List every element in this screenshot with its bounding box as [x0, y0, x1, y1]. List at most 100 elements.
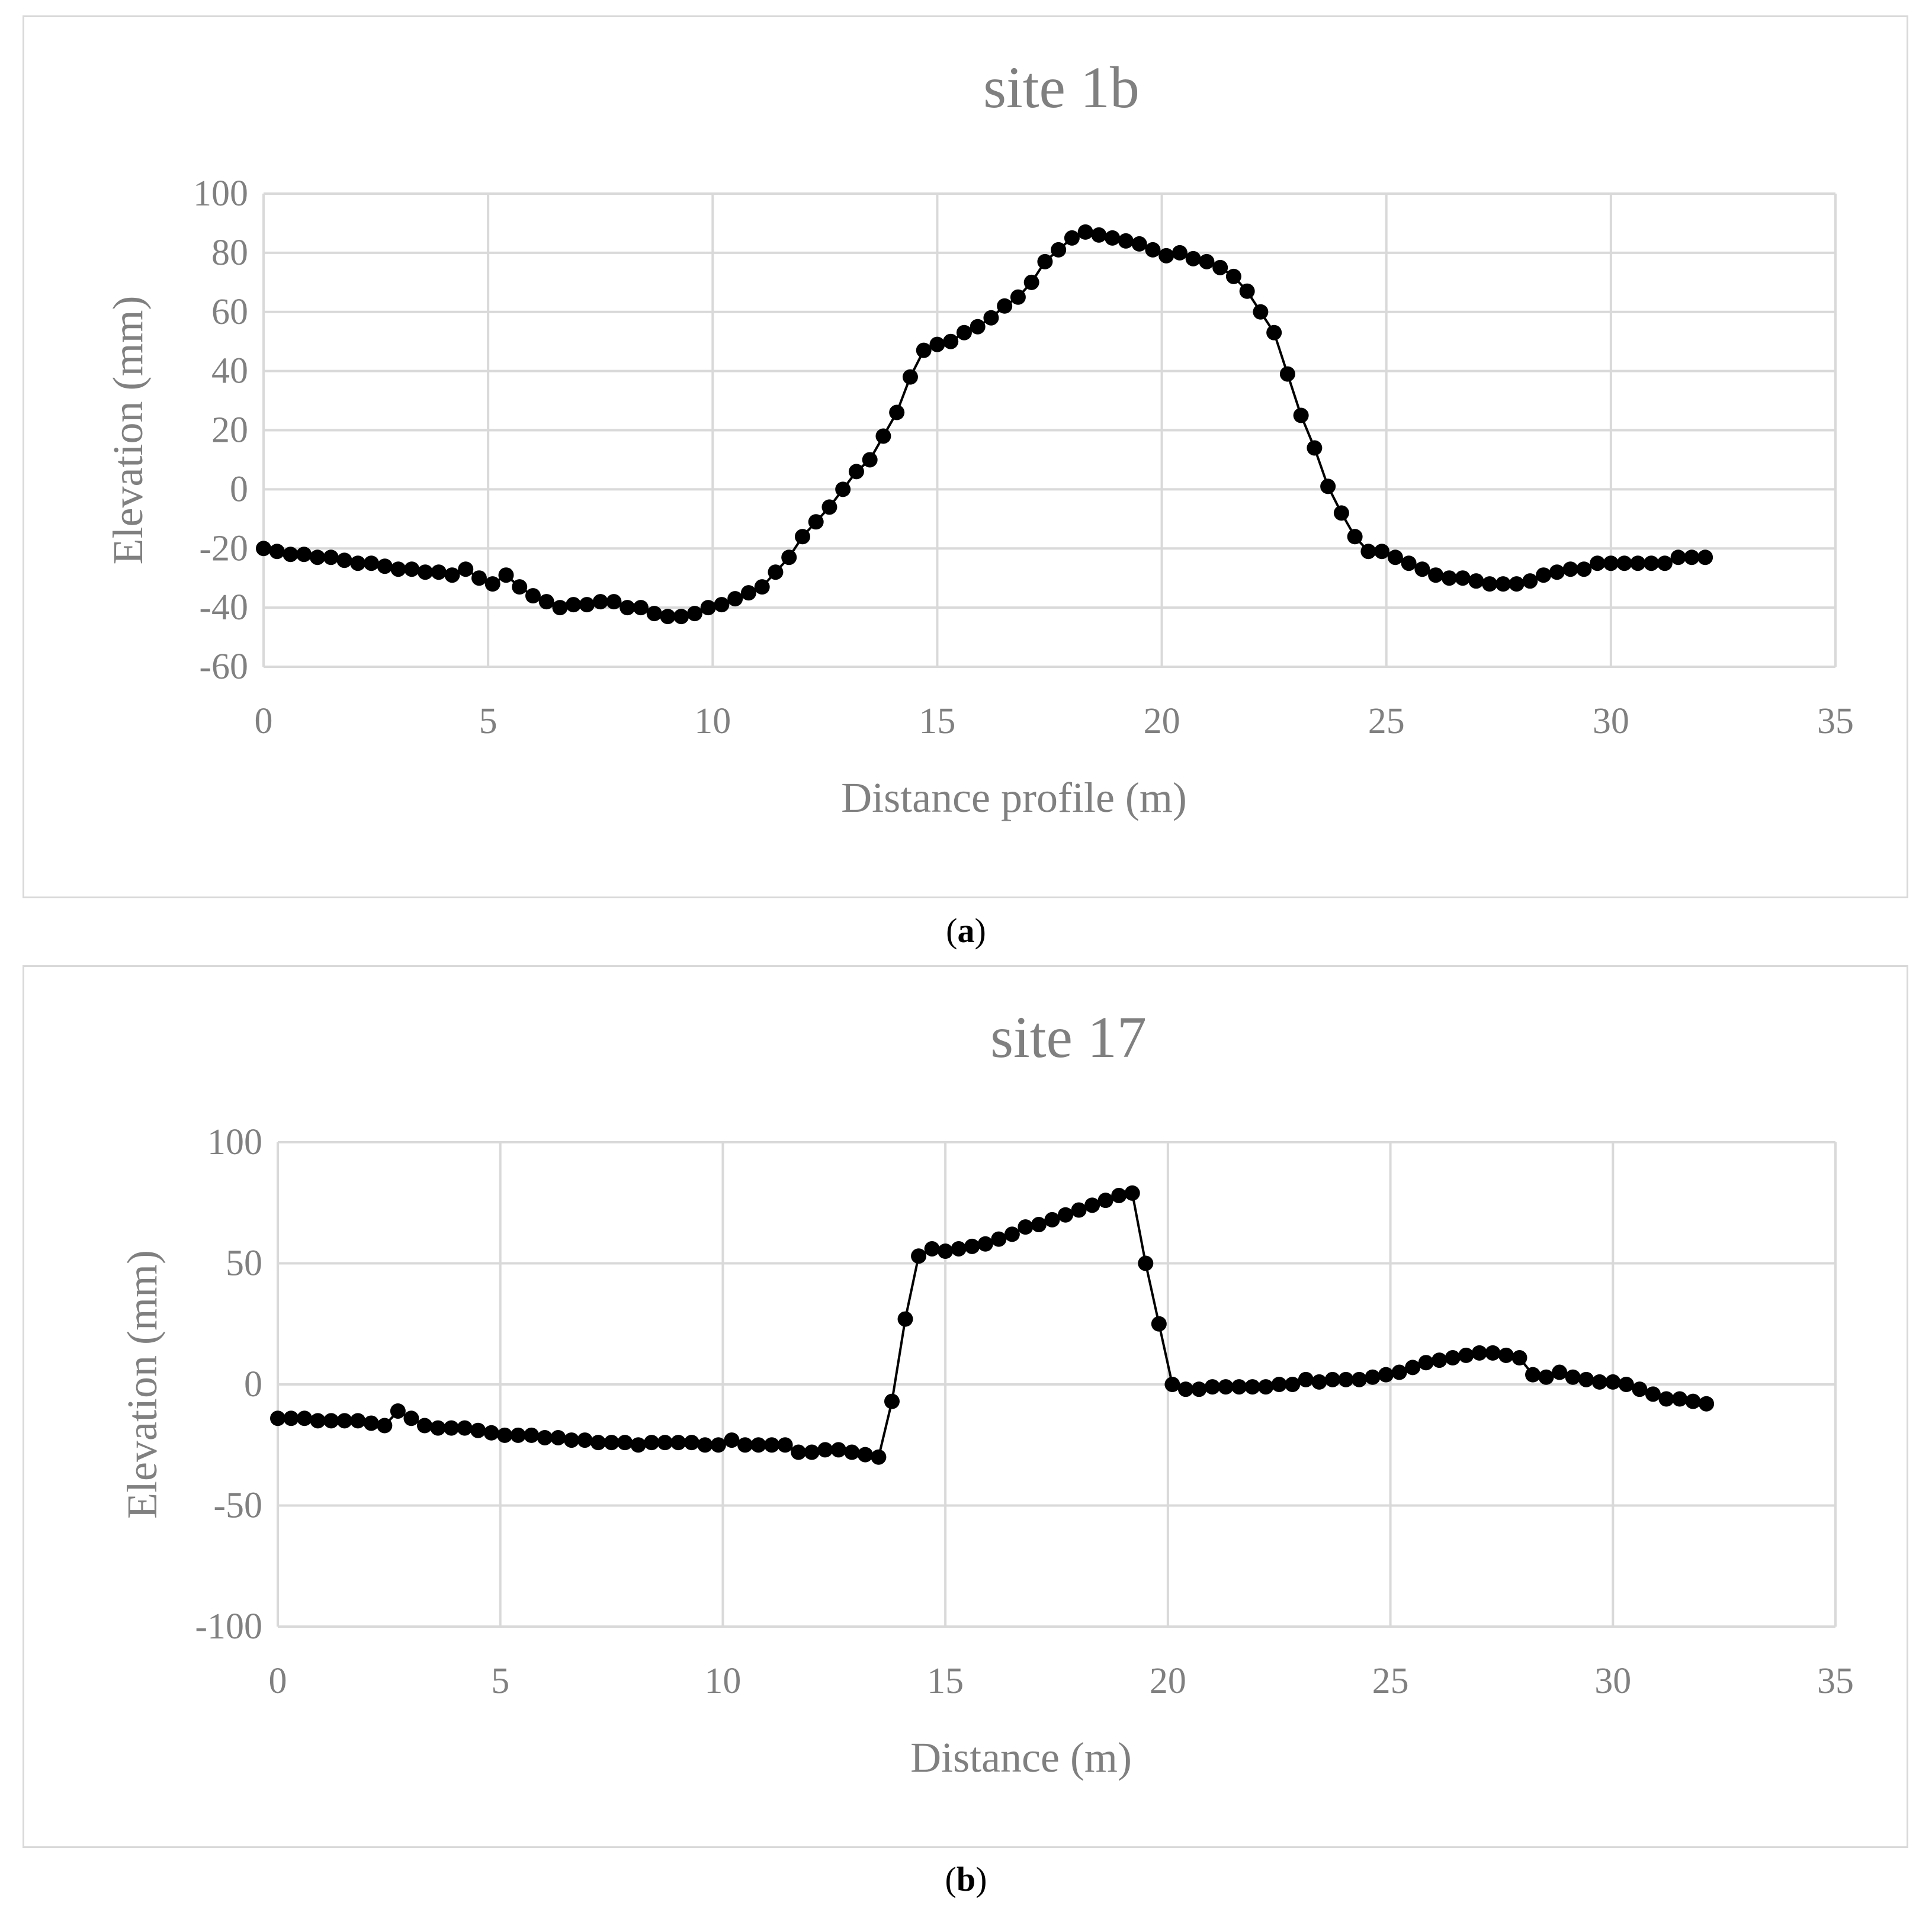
- data-point: [1351, 1371, 1367, 1387]
- data-point: [956, 324, 972, 340]
- data-point: [1565, 1369, 1581, 1385]
- data-point: [1111, 1187, 1127, 1203]
- x-tick-label: 15: [927, 1661, 964, 1701]
- x-tick-label: 30: [1594, 1661, 1631, 1701]
- data-point: [538, 594, 554, 610]
- data-point: [256, 541, 271, 557]
- data-point: [1118, 233, 1134, 249]
- data-point: [1044, 1212, 1060, 1228]
- y-tick-label: 20: [211, 410, 248, 451]
- data-point: [1374, 544, 1390, 560]
- data-point: [444, 567, 460, 583]
- x-tick-label: 5: [491, 1661, 509, 1701]
- data-point: [350, 555, 366, 571]
- data-point: [1387, 550, 1403, 565]
- data-point: [1562, 561, 1578, 577]
- data-point: [633, 600, 649, 616]
- data-point: [1105, 230, 1121, 246]
- data-point: [657, 1435, 673, 1451]
- x-tick-label: 35: [1817, 1661, 1854, 1701]
- data-point: [804, 1444, 820, 1460]
- data-point: [951, 1241, 967, 1257]
- data-point: [1293, 407, 1309, 423]
- data-point: [1630, 555, 1646, 571]
- data-point: [1077, 224, 1093, 240]
- data-point: [911, 1248, 927, 1264]
- data-point: [1058, 1207, 1074, 1223]
- data-point: [1605, 1374, 1621, 1390]
- data-point: [1231, 1379, 1247, 1395]
- data-point: [1031, 1217, 1047, 1233]
- data-point: [1644, 555, 1660, 571]
- data-point: [1145, 242, 1161, 258]
- data-point: [630, 1437, 646, 1453]
- data-point: [525, 588, 541, 604]
- data-point: [1414, 561, 1430, 577]
- data-point: [1441, 570, 1457, 586]
- x-axis-label: Distance profile (m): [841, 774, 1187, 821]
- x-tick-label: 30: [1593, 701, 1629, 741]
- data-point: [1590, 555, 1606, 571]
- data-point: [1307, 440, 1323, 456]
- y-tick-label: 40: [211, 351, 248, 391]
- data-point: [483, 1425, 499, 1441]
- data-point: [1632, 1381, 1648, 1397]
- y-tick-label: 100: [193, 173, 248, 214]
- x-tick-label: 10: [704, 1661, 741, 1701]
- data-point: [1645, 1386, 1661, 1402]
- data-point: [808, 514, 824, 530]
- data-point: [566, 597, 582, 613]
- data-point: [590, 1435, 606, 1451]
- data-point: [403, 1410, 419, 1426]
- data-point: [1658, 1391, 1674, 1407]
- data-point: [1401, 555, 1417, 571]
- data-point: [1010, 289, 1026, 305]
- data-point: [964, 1238, 980, 1254]
- data-point: [1498, 1347, 1514, 1363]
- data-point: [1218, 1379, 1234, 1395]
- series-line: [278, 1191, 1707, 1458]
- data-point: [1591, 1374, 1607, 1390]
- data-point: [1285, 1377, 1301, 1392]
- data-point: [283, 547, 299, 563]
- data-point: [510, 1427, 526, 1443]
- data-point: [1618, 1377, 1634, 1392]
- data-point: [697, 1437, 713, 1453]
- data-point: [1549, 564, 1565, 580]
- data-point: [309, 550, 325, 565]
- data-point: [1670, 550, 1686, 565]
- data-point: [1378, 1367, 1394, 1383]
- data-point: [1225, 268, 1241, 284]
- data-point: [512, 579, 528, 595]
- data-point: [902, 369, 918, 385]
- data-point: [270, 1410, 285, 1426]
- data-point: [390, 1403, 406, 1419]
- data-point: [943, 333, 959, 349]
- data-point: [791, 1444, 807, 1460]
- data-point: [1199, 253, 1215, 269]
- data-point: [363, 555, 379, 571]
- data-point: [269, 544, 285, 560]
- data-point: [737, 1437, 753, 1453]
- data-point: [1239, 283, 1255, 299]
- data-point: [524, 1427, 540, 1443]
- data-point: [444, 1420, 460, 1436]
- data-point: [1536, 567, 1552, 583]
- data-point: [1253, 304, 1269, 320]
- data-point: [660, 609, 676, 625]
- y-tick-label: -40: [199, 587, 248, 628]
- data-point: [1482, 576, 1498, 592]
- x-tick-label: 10: [694, 701, 731, 741]
- data-point: [620, 600, 636, 616]
- data-point: [848, 464, 864, 480]
- y-tick-label: -100: [195, 1606, 262, 1647]
- data-point: [1468, 573, 1484, 589]
- data-point: [686, 606, 702, 622]
- data-point: [323, 550, 339, 565]
- chart-site-17: site 17 -100 -50 0 50 100 0 5 10 15 20 25 30 35 Distan…: [118, 1004, 1854, 1781]
- y-tick-label: 60: [211, 292, 248, 332]
- data-point: [897, 1311, 913, 1327]
- data-point: [817, 1442, 833, 1458]
- x-tick-label: 15: [919, 701, 955, 741]
- data-point: [1485, 1345, 1501, 1361]
